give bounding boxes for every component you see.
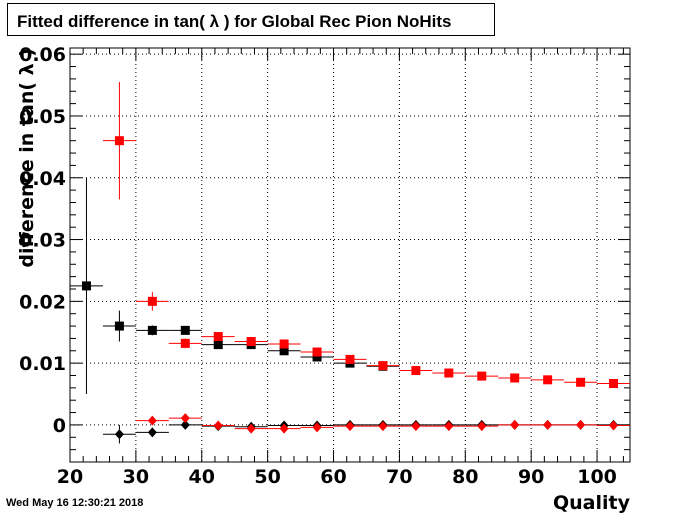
x-tick-label: 60 bbox=[320, 466, 346, 488]
x-tick-label: 40 bbox=[189, 466, 215, 488]
data-point-diamond bbox=[180, 419, 190, 430]
data-point-diamond bbox=[147, 415, 157, 426]
data-point-diamond bbox=[312, 422, 322, 433]
x-tick-label: 70 bbox=[386, 466, 412, 488]
data-point-diamond bbox=[279, 423, 289, 434]
data-point-diamond bbox=[213, 420, 223, 431]
x-axis-title: Quality bbox=[553, 492, 631, 514]
data-point-square bbox=[510, 373, 520, 383]
data-point-square bbox=[147, 296, 157, 306]
data-point-square bbox=[180, 325, 190, 335]
x-tick-label: 50 bbox=[254, 466, 280, 488]
data-point-square bbox=[180, 338, 190, 348]
y-tick-label: 0.02 bbox=[19, 291, 66, 313]
data-point-diamond bbox=[444, 421, 454, 432]
data-point-diamond bbox=[378, 421, 388, 432]
plot-area bbox=[70, 48, 630, 462]
y-tick-label: 0.01 bbox=[19, 353, 66, 375]
y-tick-label: 0.03 bbox=[19, 230, 66, 252]
data-point-diamond bbox=[609, 420, 619, 431]
data-point-square bbox=[81, 281, 91, 291]
timestamp: Wed May 16 12:30:21 2018 bbox=[6, 497, 144, 509]
data-point-square bbox=[147, 325, 157, 335]
data-point-square bbox=[411, 366, 421, 376]
x-tick-label: 30 bbox=[123, 466, 149, 488]
data-point-square bbox=[312, 347, 322, 357]
data-point-square bbox=[609, 379, 619, 389]
data-point-diamond bbox=[576, 419, 586, 430]
data-point-square bbox=[312, 352, 322, 362]
plot-frame bbox=[69, 47, 631, 463]
y-axis-title: difference in tan( λ ) bbox=[16, 48, 38, 268]
y-tick-label: 0.06 bbox=[19, 44, 66, 66]
data-point-diamond bbox=[345, 421, 355, 432]
data-point-diamond bbox=[114, 429, 124, 440]
x-tick-label: 80 bbox=[452, 466, 478, 488]
data-point-square bbox=[345, 354, 355, 364]
data-point-diamond bbox=[246, 423, 256, 434]
x-tick-label: 90 bbox=[518, 466, 544, 488]
data-point-diamond bbox=[510, 419, 520, 430]
data-point-square bbox=[543, 375, 553, 385]
data-point-square bbox=[444, 368, 454, 378]
data-point-square bbox=[279, 346, 289, 356]
data-point-square bbox=[279, 339, 289, 349]
data-point-square bbox=[246, 337, 256, 347]
y-tick-label: 0.04 bbox=[19, 168, 66, 190]
data-point-diamond bbox=[411, 421, 421, 432]
data-point-square bbox=[213, 340, 223, 350]
data-point-square bbox=[576, 377, 586, 387]
data-point-diamond bbox=[147, 427, 157, 438]
data-point-diamond bbox=[180, 413, 190, 424]
y-tick-label: 0.05 bbox=[19, 106, 66, 128]
data-point-square bbox=[114, 136, 124, 146]
y-tick-label: 0 bbox=[53, 415, 66, 437]
chart-title-box: Fitted difference in tan( λ ) for Global… bbox=[7, 3, 495, 36]
data-point-square bbox=[378, 361, 388, 371]
data-point-diamond bbox=[477, 421, 487, 432]
data-point-square bbox=[477, 371, 487, 381]
x-tick-label: 20 bbox=[57, 466, 83, 488]
data-point-square bbox=[213, 332, 223, 342]
data-point-square bbox=[114, 321, 124, 331]
chart-title: Fitted difference in tan( λ ) for Global… bbox=[17, 12, 452, 31]
x-tick-label: 100 bbox=[577, 466, 617, 488]
data-point-diamond bbox=[543, 419, 553, 430]
